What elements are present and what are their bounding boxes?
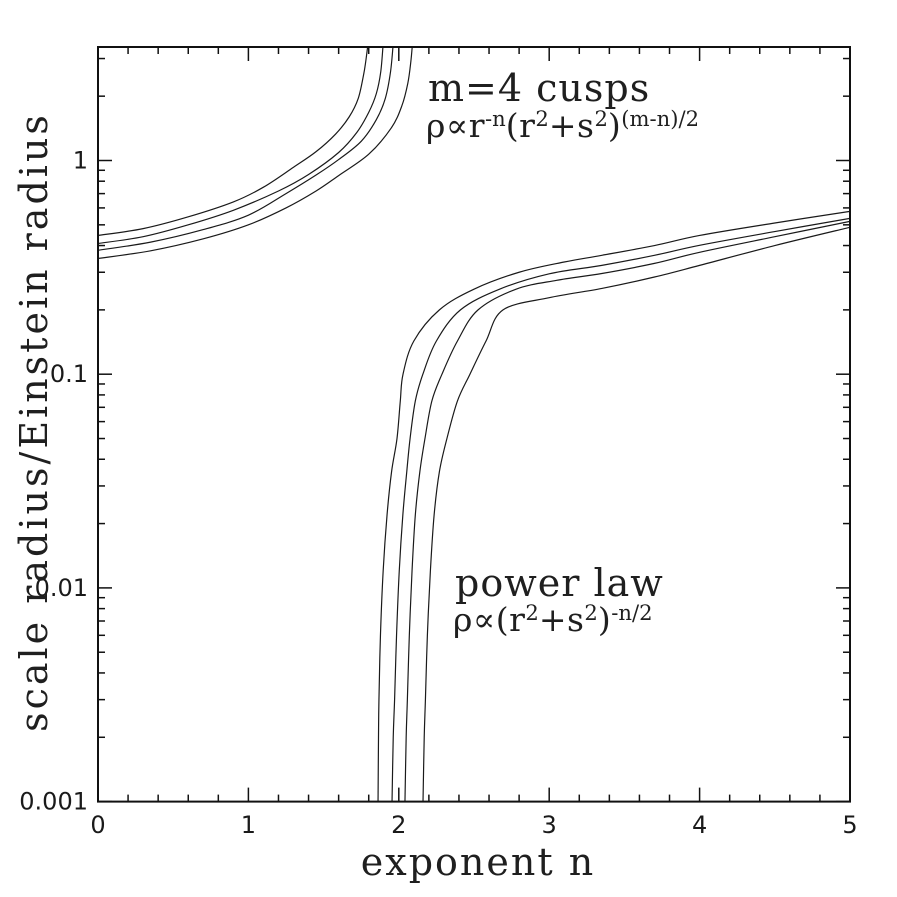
- y-tick-label: 0.001: [19, 788, 88, 816]
- formula-base: ρ∝r: [426, 106, 486, 145]
- x-tick-label: 3: [542, 811, 557, 839]
- curve-powerlaw-3: [404, 220, 850, 802]
- curve-cusp-1: [98, 47, 369, 237]
- plot-frame: [97, 46, 851, 803]
- x-tick-label: 1: [241, 811, 256, 839]
- curve-cusp-2: [98, 47, 384, 245]
- formula-base: ): [607, 106, 622, 145]
- formula-superscript: -n: [485, 106, 506, 132]
- y-axis-title: scale radius/Einstein radius: [12, 112, 56, 732]
- curve-powerlaw-4: [422, 226, 850, 802]
- curve-cusp-4: [98, 47, 413, 260]
- powerlaw-family-label: power law: [455, 561, 664, 605]
- x-axis-title: exponent n: [360, 840, 596, 884]
- curve-cusp-3: [98, 47, 394, 251]
- formula-superscript: -n/2: [611, 600, 653, 626]
- x-tick-label: 0: [90, 811, 105, 839]
- y-tick-label: 0.01: [35, 574, 88, 602]
- curves-group: [98, 47, 850, 802]
- cusp-family-label: m=4 cusps: [428, 66, 651, 110]
- formula-base: ρ∝(r: [453, 600, 526, 639]
- cusp-density-formula: ρ∝r-n(r2+s2)(m-n)/2: [426, 106, 699, 145]
- formula-base: +s: [548, 106, 595, 145]
- y-tick-label: 0.1: [50, 360, 88, 388]
- curve-powerlaw-1: [377, 210, 850, 802]
- formula-superscript: 2: [584, 600, 598, 626]
- formula-superscript: 2: [525, 600, 539, 626]
- formula-base: +s: [538, 600, 585, 639]
- formula-superscript: 2: [594, 106, 608, 132]
- y-tick-labels: 0.001 0.01 0.1 1: [19, 147, 88, 816]
- formula-superscript: (m-n)/2: [621, 106, 700, 132]
- x-tick-label: 4: [692, 811, 707, 839]
- x-tick-label: 2: [391, 811, 406, 839]
- curve-powerlaw-2: [391, 217, 850, 802]
- formula-superscript: 2: [535, 106, 549, 132]
- y-tick-label: 1: [73, 147, 88, 175]
- x-tick-labels: 0 1 2 3 4 5: [90, 811, 857, 839]
- x-tick-label: 5: [842, 811, 857, 839]
- axis-ticks: [97, 47, 851, 803]
- powerlaw-density-formula: ρ∝(r2+s2)-n/2: [453, 600, 653, 639]
- formula-base: ): [597, 600, 612, 639]
- formula-base: (r: [505, 106, 536, 145]
